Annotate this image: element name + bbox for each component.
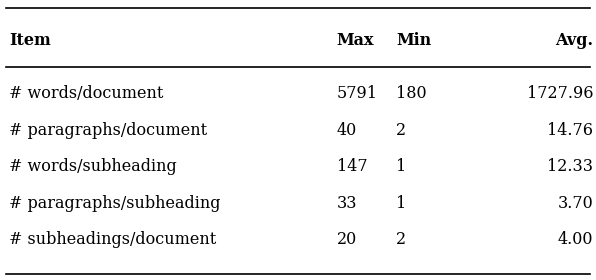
Text: Min: Min: [396, 32, 432, 49]
Text: 20: 20: [337, 231, 357, 248]
Text: # words/subheading: # words/subheading: [9, 158, 176, 175]
Text: 147: 147: [337, 158, 367, 175]
Text: Max: Max: [337, 32, 374, 49]
Text: # paragraphs/document: # paragraphs/document: [9, 122, 207, 139]
Text: 33: 33: [337, 195, 357, 211]
Text: 5791: 5791: [337, 85, 378, 102]
Text: 12.33: 12.33: [547, 158, 593, 175]
Text: 180: 180: [396, 85, 427, 102]
Text: 14.76: 14.76: [547, 122, 593, 139]
Text: # subheadings/document: # subheadings/document: [9, 231, 216, 248]
Text: 1: 1: [396, 158, 406, 175]
Text: # words/document: # words/document: [9, 85, 163, 102]
Text: 40: 40: [337, 122, 357, 139]
Text: 3.70: 3.70: [557, 195, 593, 211]
Text: 4.00: 4.00: [557, 231, 593, 248]
Text: # paragraphs/subheading: # paragraphs/subheading: [9, 195, 221, 211]
Text: 2: 2: [396, 231, 406, 248]
Text: 1: 1: [396, 195, 406, 211]
Text: 2: 2: [396, 122, 406, 139]
Text: Item: Item: [9, 32, 51, 49]
Text: Avg.: Avg.: [555, 32, 593, 49]
Text: 1727.96: 1727.96: [526, 85, 593, 102]
